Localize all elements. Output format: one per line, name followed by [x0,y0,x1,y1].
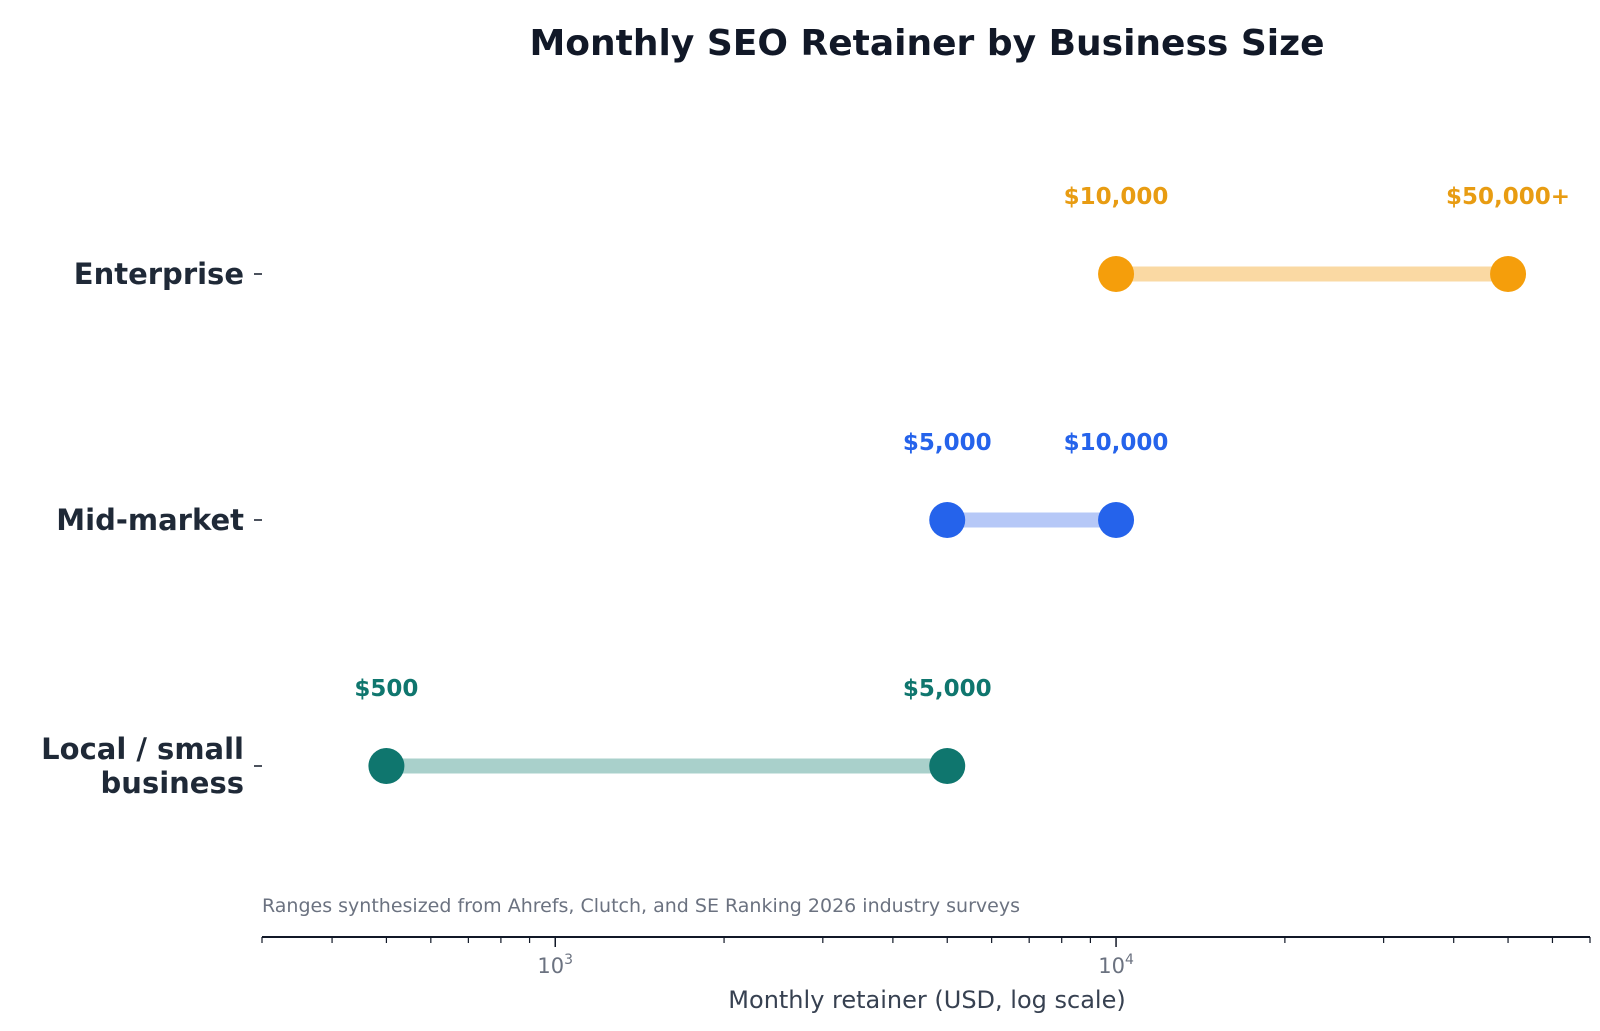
category-label: business [101,766,244,800]
chart-title: Monthly SEO Retainer by Business Size [529,23,1324,64]
category-label: Local / small [41,732,244,766]
low-point [368,748,405,784]
high-value-label: $10,000 [1064,430,1169,456]
category-label: Enterprise [74,257,244,291]
low-point [929,502,966,538]
high-value-label: $5,000 [903,676,992,702]
category-label: Mid-market [56,503,244,537]
source-note: Ranges synthesized from Ahrefs, Clutch, … [262,895,1020,917]
high-point [1098,502,1135,538]
low-point [1098,256,1135,292]
low-value-label: $10,000 [1064,184,1169,210]
x-axis-label: Monthly retainer (USD, log scale) [728,986,1125,1014]
low-value-label: $5,000 [903,430,992,456]
high-point [1490,256,1527,292]
low-value-label: $500 [354,676,418,702]
high-value-label: $50,000+ [1446,184,1570,210]
dumbbell-row: $10,000 $50,000+ Enterprise [74,184,1570,292]
x-tick-label: 103 [537,952,573,978]
dumbbell-row: $5,000 $10,000 Mid-market [56,430,1168,538]
high-point [929,748,966,784]
x-axis: 103 104 [261,936,1591,978]
x-tick-label: 104 [1098,952,1134,978]
dumbbell-rows: $10,000 $50,000+ Enterprise $5,000 $10,000 Mi… [41,184,1570,800]
